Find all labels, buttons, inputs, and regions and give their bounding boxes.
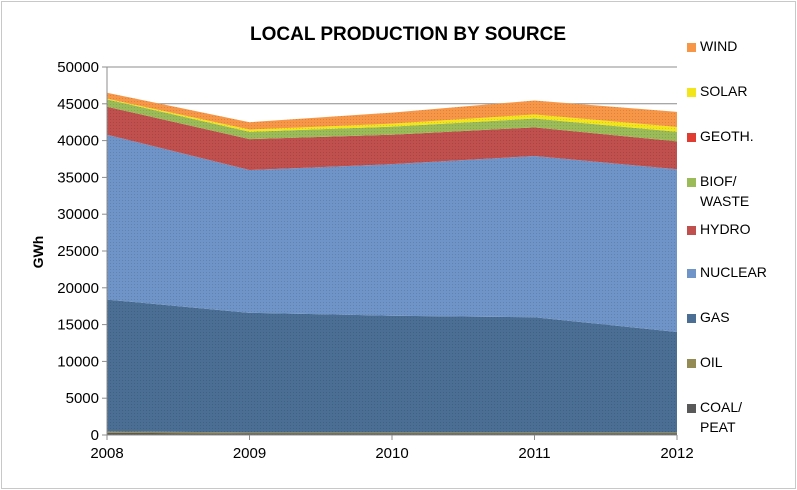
legend-label-oil: OIL <box>700 354 723 370</box>
area-texture-wind <box>107 92 677 130</box>
legend-swatch-oil <box>687 359 696 368</box>
legend-label-geoth: GEOTH. <box>700 128 754 144</box>
x-tick-labels: 2008 2009 2010 2011 2012 <box>90 445 693 462</box>
area-texture-coal-peat <box>107 432 677 435</box>
legend-swatch-gas <box>687 314 696 323</box>
x-tick-label: 2011 <box>518 445 550 462</box>
y-tick-label: 10000 <box>57 353 99 370</box>
axes <box>102 66 678 440</box>
y-tick-label: 25000 <box>57 243 99 260</box>
x-tick-label: 2008 <box>90 445 123 462</box>
legend-swatch-solar <box>687 88 696 97</box>
legend-swatch-nuclear <box>687 269 696 278</box>
legend-label-wind: WIND <box>700 38 737 54</box>
y-tick-label: 20000 <box>57 280 99 297</box>
x-tick-label: 2012 <box>660 445 693 462</box>
legend: WIND SOLAR GEOTH. BIOF/WASTE HYDRO NUCLEAR GAS… <box>687 38 767 435</box>
area-texture-hydro <box>107 106 677 171</box>
legend-label-coal-peat: PEAT <box>700 419 736 435</box>
legend-label-nuclear: NUCLEAR <box>700 264 767 280</box>
y-axis-title: GWh <box>30 236 46 269</box>
legend-swatch-coal-peat <box>687 404 696 413</box>
plot-areas <box>107 92 677 435</box>
legend-swatch-biof-waste <box>687 178 696 187</box>
legend-swatch-wind <box>687 43 696 52</box>
y-tick-label: 15000 <box>57 317 99 334</box>
y-tick-label: 0 <box>91 427 99 444</box>
legend-label-hydro: HYDRO <box>700 221 751 237</box>
y-tick-label: 5000 <box>66 390 99 407</box>
legend-label-biof-waste: BIOF/ <box>700 173 737 189</box>
area-texture-nuclear <box>107 134 677 332</box>
legend-swatch-hydro <box>687 226 696 235</box>
y-tick-label: 30000 <box>57 206 99 223</box>
x-tick-label: 2009 <box>233 445 266 462</box>
y-tick-label: 35000 <box>57 169 99 186</box>
area-texture-solar <box>107 98 677 132</box>
area-texture-gas <box>107 299 677 433</box>
chart-title: LOCAL PRODUCTION BY SOURCE <box>250 24 566 45</box>
area-texture-biof-waste <box>107 99 677 142</box>
y-tick-labels: 0 5000 10000 15000 20000 25000 30000 35000 40000… <box>57 59 99 444</box>
legend-label-biof-waste: WASTE <box>700 193 749 209</box>
legend-label-coal-peat: COAL/ <box>700 399 742 415</box>
legend-swatch-geoth <box>687 133 696 142</box>
legend-label-gas: GAS <box>700 309 730 325</box>
legend-label-solar: SOLAR <box>700 83 747 99</box>
x-tick-label: 2010 <box>375 445 408 462</box>
y-tick-label: 40000 <box>57 133 99 150</box>
y-tick-label: 45000 <box>57 96 99 113</box>
y-tick-label: 50000 <box>57 59 99 76</box>
